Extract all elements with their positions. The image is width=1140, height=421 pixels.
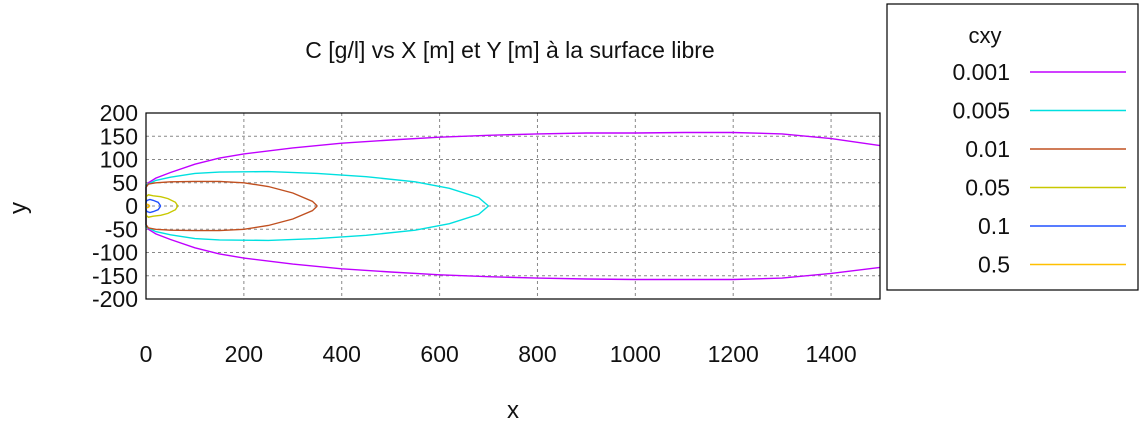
x-tick-label: 0 xyxy=(140,341,153,367)
x-tick-label: 400 xyxy=(323,341,361,367)
y-tick-label: -150 xyxy=(92,263,138,289)
y-tick-label: -100 xyxy=(92,240,138,266)
x-tick-labels: 0 200 400 600 800 1000 1200 1400 xyxy=(140,341,857,367)
legend-title: cxy xyxy=(969,23,1002,48)
y-tick-label: 0 xyxy=(125,193,138,219)
x-tick-label: 800 xyxy=(518,341,556,367)
x-tick-label: 200 xyxy=(225,341,263,367)
x-tick-label: 1400 xyxy=(805,341,856,367)
legend-label: 0.05 xyxy=(965,175,1010,201)
x-axis-label: x xyxy=(507,397,519,421)
y-tick-label: 150 xyxy=(100,123,138,149)
x-tick-label: 600 xyxy=(420,341,458,367)
x-tick-label: 1000 xyxy=(610,341,661,367)
legend-entries: 0.001 0.005 0.01 0.05 0.1 0.5 xyxy=(952,59,1126,278)
y-tick-label: -50 xyxy=(105,216,138,242)
chart-title: C [g/l] vs X [m] et Y [m] à la surface l… xyxy=(305,37,714,63)
grid-lines xyxy=(146,113,880,299)
legend-label: 0.01 xyxy=(965,136,1010,162)
y-tick-label: 50 xyxy=(112,170,138,196)
x-tick-label: 1200 xyxy=(708,341,759,367)
y-axis-label: y xyxy=(5,202,32,214)
legend-label: 0.001 xyxy=(952,59,1010,85)
series-line-0.05 xyxy=(145,194,179,218)
legend-box xyxy=(886,3,1139,291)
y-tick-label: -200 xyxy=(92,286,138,312)
plot-frame xyxy=(145,112,881,300)
y-tick-label: 100 xyxy=(100,147,138,173)
legend-label: 0.005 xyxy=(952,98,1010,124)
y-tick-label: 200 xyxy=(100,100,138,126)
legend-label: 0.1 xyxy=(978,213,1010,239)
legend-label: 0.5 xyxy=(978,252,1010,278)
